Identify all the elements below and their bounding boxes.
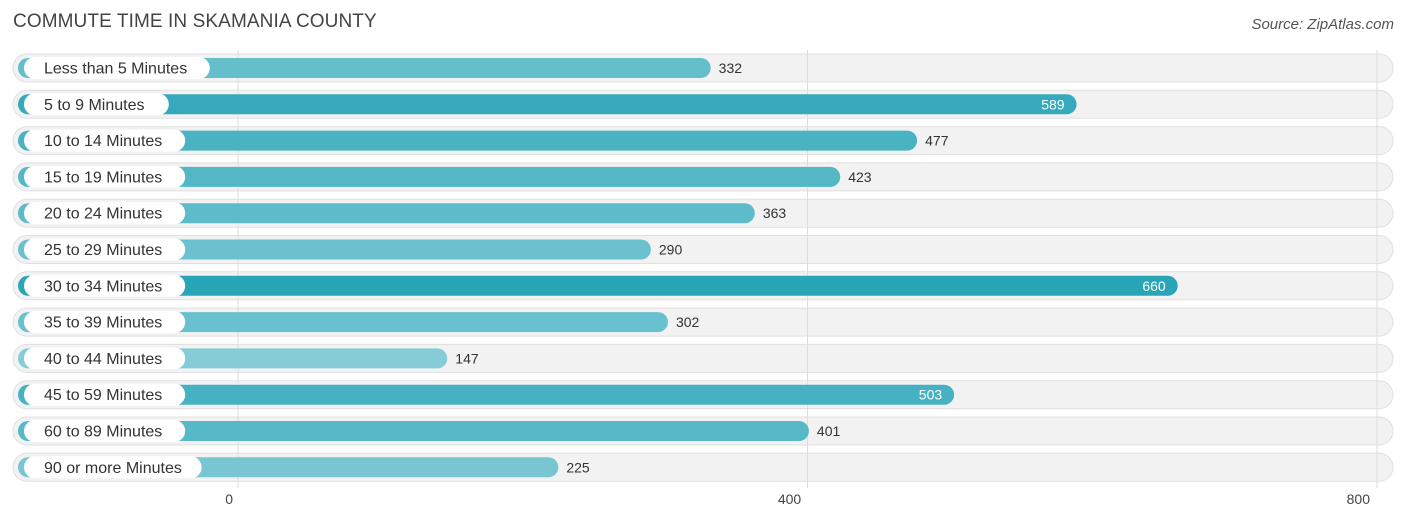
- category-label-pill: [24, 129, 186, 152]
- value-label: 423: [848, 169, 872, 185]
- category-label-pill: [24, 420, 186, 442]
- category-label: 90 or more Minutes: [44, 460, 182, 477]
- value-label: 503: [919, 387, 943, 403]
- x-axis: 0 400 800: [225, 491, 1370, 507]
- category-label-pill: [24, 165, 186, 188]
- chart-title: COMMUTE TIME IN SKAMANIA COUNTY: [13, 11, 377, 32]
- category-label-pill: [24, 57, 210, 79]
- bar: [18, 275, 1178, 296]
- bar: [18, 203, 755, 224]
- bar: [18, 421, 809, 441]
- category-label: 60 to 89 Minutes: [44, 424, 162, 441]
- category-label-pill: [24, 274, 186, 297]
- value-label: 147: [455, 350, 479, 366]
- category-label: 35 to 39 Minutes: [44, 315, 162, 332]
- category-label: 20 to 24 Minutes: [44, 206, 162, 223]
- bar: [18, 166, 841, 187]
- bar: [18, 130, 918, 151]
- value-label: 363: [763, 205, 787, 221]
- category-label: 30 to 34 Minutes: [44, 278, 162, 295]
- value-label: 660: [1142, 278, 1166, 294]
- row-tracks: [12, 53, 1394, 482]
- bars: Less than 5 Minutes 332 5 to 9 Minutes 589 1…: [18, 57, 1178, 479]
- category-label-pill: [24, 202, 186, 225]
- value-label: 589: [1041, 96, 1065, 112]
- value-label: 477: [925, 133, 949, 149]
- x-tick-label: 400: [778, 491, 802, 507]
- category-label: 40 to 44 Minutes: [44, 351, 162, 368]
- category-label-pill: [24, 238, 186, 261]
- value-label: 401: [817, 423, 841, 439]
- category-label-pill: [24, 347, 186, 370]
- category-label-pill: [24, 456, 202, 479]
- value-label: 290: [659, 242, 683, 258]
- value-label: 302: [676, 314, 700, 330]
- category-label-pill: [24, 311, 186, 334]
- bar: [18, 94, 1077, 115]
- category-label: 15 to 19 Minutes: [44, 169, 162, 186]
- category-label-pill: [24, 383, 186, 406]
- category-label-pill: [24, 93, 169, 116]
- category-label: 45 to 59 Minutes: [44, 387, 162, 404]
- gridlines: [237, 50, 1378, 488]
- chart-source: Source: ZipAtlas.com: [1251, 16, 1394, 33]
- value-label: 225: [566, 459, 590, 475]
- x-tick-label: 0: [225, 491, 233, 507]
- category-label: Less than 5 Minutes: [44, 61, 187, 78]
- x-tick-label: 800: [1347, 491, 1371, 507]
- value-label: 332: [719, 60, 743, 76]
- bar: [18, 384, 955, 405]
- category-label: 10 to 14 Minutes: [44, 133, 162, 150]
- category-label: 5 to 9 Minutes: [44, 97, 145, 114]
- category-label: 25 to 29 Minutes: [44, 242, 162, 259]
